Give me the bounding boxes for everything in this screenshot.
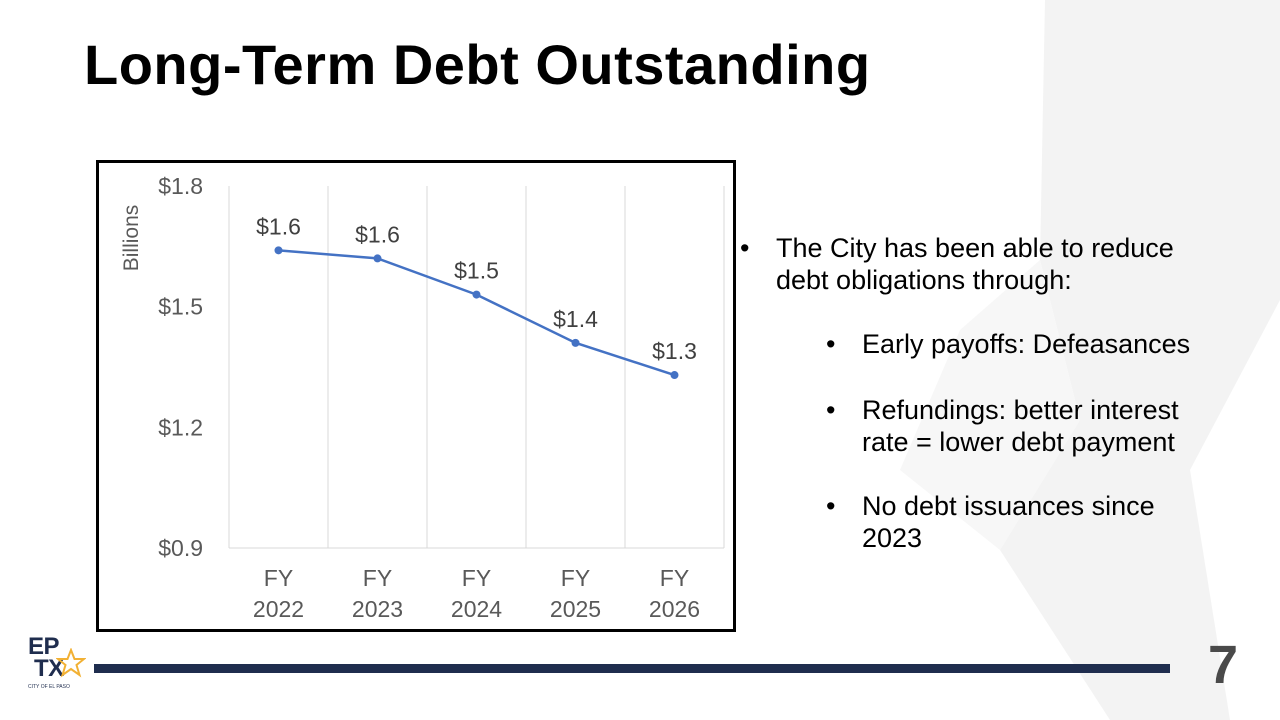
chart-frame: $0.9 $1.2 $1.5 $1.8 Billions FY 2022 FY 2023 FY 20… bbox=[96, 160, 736, 632]
data-label: $1.6 bbox=[355, 221, 400, 247]
data-label: $1.4 bbox=[553, 306, 598, 332]
bullet-sub-2: • Refundings: better interest rate = low… bbox=[826, 394, 1246, 458]
bullet-sub-1: • Early payoffs: Defeasances bbox=[826, 328, 1246, 360]
logo-subtitle: CITY OF EL PASO bbox=[28, 684, 70, 690]
data-point bbox=[670, 371, 679, 380]
bullet-dot-icon: • bbox=[826, 491, 836, 521]
bullet-dot-icon: • bbox=[826, 395, 836, 425]
y-tick-label: $0.9 bbox=[158, 535, 203, 561]
bullet-sub-text: No debt issuances since 2023 bbox=[862, 491, 1155, 553]
city-logo: EP TX CITY OF EL PASO bbox=[26, 634, 86, 692]
data-label: $1.3 bbox=[652, 338, 697, 364]
y-tick-label: $1.5 bbox=[158, 294, 203, 320]
x-tick-label: 2022 bbox=[253, 596, 304, 622]
data-point bbox=[274, 246, 283, 255]
data-point bbox=[373, 254, 382, 263]
data-point bbox=[472, 290, 481, 299]
bullet-sub-3: • No debt issuances since 2023 bbox=[826, 490, 1246, 554]
y-axis-title: Billions bbox=[120, 205, 143, 272]
y-tick-label: $1.8 bbox=[158, 173, 203, 199]
bullet-sub-text: Early payoffs: Defeasances bbox=[862, 329, 1191, 359]
data-label: $1.6 bbox=[256, 213, 301, 239]
footer-bar bbox=[94, 664, 1170, 673]
star-icon bbox=[56, 648, 86, 678]
x-tick-label: FY bbox=[462, 565, 491, 591]
bullet-dot-icon: • bbox=[826, 329, 836, 359]
debt-line-chart: $0.9 $1.2 $1.5 $1.8 Billions FY 2022 FY 2023 FY 20… bbox=[120, 173, 725, 622]
bullet-main: • The City has been able to reduce debt … bbox=[740, 232, 1260, 296]
x-tick-label: 2025 bbox=[550, 596, 601, 622]
x-tick-label: 2026 bbox=[649, 596, 700, 622]
bullet-dot-icon: • bbox=[740, 233, 750, 263]
slide-title: Long-Term Debt Outstanding bbox=[84, 33, 871, 96]
x-tick-label: FY bbox=[561, 565, 590, 591]
bullet-main-text: The City has been able to reduce debt ob… bbox=[776, 233, 1174, 295]
y-tick-label: $1.2 bbox=[158, 414, 203, 440]
x-tick-label: FY bbox=[660, 565, 689, 591]
logo-text-line1: EP bbox=[28, 633, 60, 660]
x-tick-label: FY bbox=[264, 565, 293, 591]
x-tick-label: FY bbox=[363, 565, 392, 591]
bullet-sub-text: Refundings: better interest rate = lower… bbox=[862, 395, 1179, 457]
data-label: $1.5 bbox=[454, 258, 499, 284]
data-point bbox=[571, 338, 580, 347]
x-tick-label: 2024 bbox=[451, 596, 502, 622]
x-tick-label: 2023 bbox=[352, 596, 403, 622]
page-number: 7 bbox=[1208, 635, 1239, 695]
